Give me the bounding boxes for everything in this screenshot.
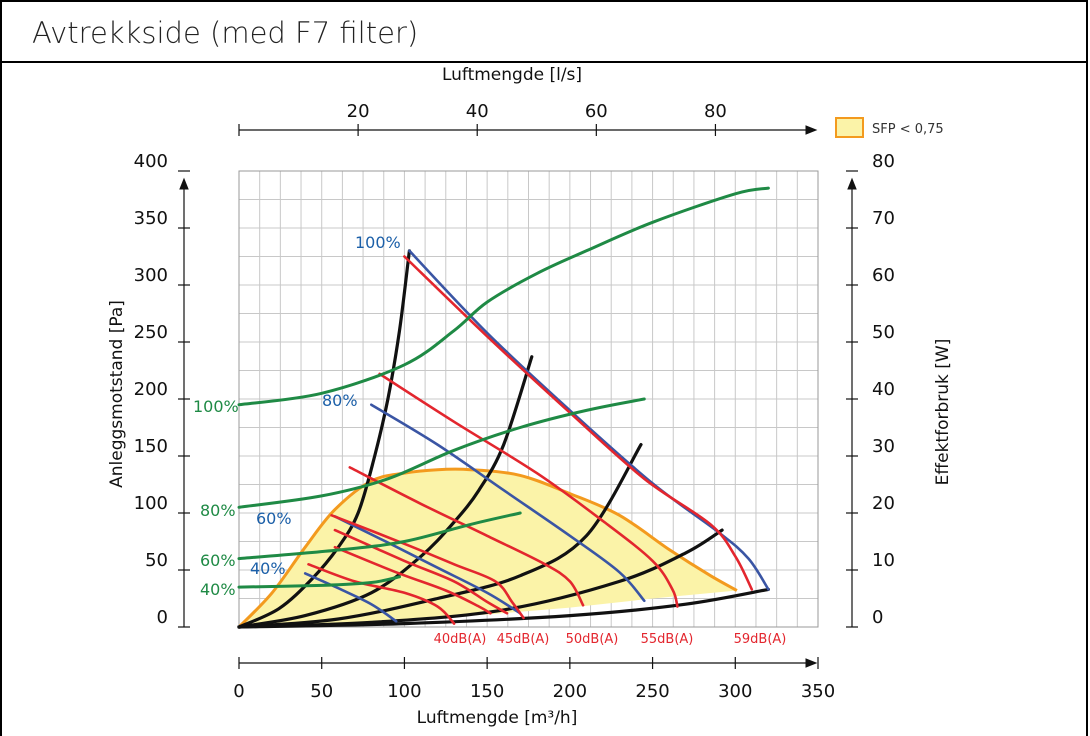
legend-swatch xyxy=(835,117,864,138)
labels-layer: 100% 80% 60% 40% 100% 80% 60% 40% 40dB(A) 45dB(A)… xyxy=(193,233,786,647)
system-curve xyxy=(237,249,411,629)
y-tick-label: 400 xyxy=(134,151,168,172)
power-label-40: 40% xyxy=(200,580,236,599)
power-curve-green xyxy=(237,575,401,589)
y2-tick-label: 50 xyxy=(872,322,895,343)
x-tick-label: 300 xyxy=(718,681,752,702)
x-axis-title: Luftmengde [m³/h] xyxy=(417,708,578,728)
x-tick-label: 50 xyxy=(310,681,333,702)
y2-axis-title: Effektforbruk [W] xyxy=(933,339,953,486)
sound-curve-red xyxy=(333,528,509,615)
plot-border xyxy=(238,170,819,628)
sfp-region-boundary xyxy=(237,467,738,629)
x-tick-label: 250 xyxy=(635,681,669,702)
x2-tick-label: 60 xyxy=(585,101,608,122)
db-label-40: 40dB(A) xyxy=(434,632,487,647)
x-tick-label: 350 xyxy=(801,681,835,702)
x-tick-label: 100 xyxy=(387,681,421,702)
y2-tick-label: 60 xyxy=(872,265,895,286)
fan-curve-blue xyxy=(370,403,646,603)
x2-tick-label: 40 xyxy=(466,101,489,122)
power-curve-green xyxy=(237,511,522,561)
fan-speed-label-40: 40% xyxy=(250,559,286,578)
db-label-59: 59dB(A) xyxy=(734,632,787,647)
y2-tick-label: 70 xyxy=(872,208,895,229)
legend-label: SFP < 0,75 xyxy=(872,122,944,137)
fan-speed-label-80: 80% xyxy=(322,391,358,410)
system-curve xyxy=(237,443,643,629)
power-label-100: 100% xyxy=(193,397,239,416)
x2-tick-label: 80 xyxy=(704,101,727,122)
db-label-45: 45dB(A) xyxy=(497,632,550,647)
x2-axis-title: Luftmengde [l/s] xyxy=(442,65,582,85)
sound-curve-red xyxy=(333,545,492,615)
power-curve-green xyxy=(237,397,646,509)
y-tick-label: 350 xyxy=(134,208,168,229)
sound-curve-red xyxy=(378,372,679,608)
x-tick-label: 200 xyxy=(553,681,587,702)
curves-layer xyxy=(237,186,770,629)
y2-tick-label: 30 xyxy=(872,436,895,457)
y-tick-label: 250 xyxy=(134,322,168,343)
sound-curve-red xyxy=(403,255,754,591)
y-tick-label: 50 xyxy=(145,550,168,571)
db-label-50: 50dB(A) xyxy=(566,632,619,647)
power-label-80: 80% xyxy=(200,501,236,520)
fan-curve-blue xyxy=(408,249,770,591)
sound-curve-red xyxy=(307,563,456,625)
y2-tick-label: 80 xyxy=(872,151,895,172)
fan-speed-label-100: 100% xyxy=(355,233,401,252)
sound-curve-red xyxy=(330,514,525,620)
sfp-region-fill xyxy=(239,469,737,627)
y-tick-label: 0 xyxy=(157,607,168,628)
axes-layer: 0501001502002503003504000102030405060708… xyxy=(134,101,895,702)
system-curve xyxy=(237,355,534,629)
title-divider xyxy=(0,61,1088,63)
y2-tick-label: 0 xyxy=(872,607,883,628)
db-label-55: 55dB(A) xyxy=(641,632,694,647)
x-tick-label: 0 xyxy=(233,681,244,702)
y-tick-label: 200 xyxy=(134,379,168,400)
y-tick-label: 100 xyxy=(134,493,168,514)
y2-tick-label: 20 xyxy=(872,493,895,514)
y-axis-title: Anleggsmotstand [Pa] xyxy=(107,300,127,488)
power-curve-green xyxy=(237,186,770,407)
fan-curve-blue xyxy=(303,572,398,623)
y2-tick-label: 40 xyxy=(872,379,895,400)
page-title: Avtrekkside (med F7 filter) xyxy=(32,16,419,50)
y-tick-label: 150 xyxy=(134,436,168,457)
x-tick-label: 150 xyxy=(470,681,504,702)
fan-curve-blue xyxy=(333,515,522,615)
y-tick-label: 300 xyxy=(134,265,168,286)
sfp-region-layer xyxy=(237,467,738,629)
y2-tick-label: 10 xyxy=(872,550,895,571)
sound-curve-red xyxy=(348,466,585,607)
power-label-60: 60% xyxy=(200,551,236,570)
system-curve xyxy=(237,587,770,629)
x2-tick-label: 20 xyxy=(347,101,370,122)
fan-speed-label-60: 60% xyxy=(256,509,292,528)
